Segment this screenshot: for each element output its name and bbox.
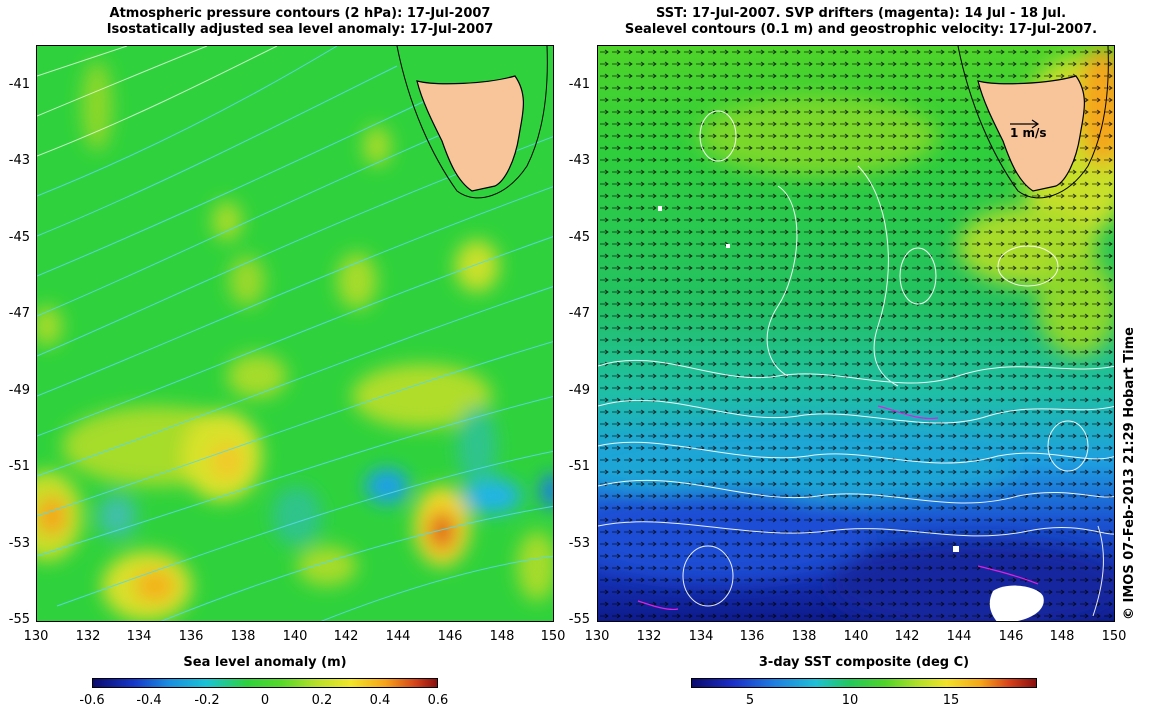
left-xtick-138: 138 [230,629,256,644]
right-ytick-41: -41 [568,77,590,92]
right-ytick-53: -53 [568,536,590,551]
left-ytick-45: -45 [8,230,30,245]
left-ytick-41: -41 [8,77,30,92]
right-ytick-43: -43 [568,153,590,168]
left-panel-title: Atmospheric pressure contours (2 hPa): 1… [40,6,560,38]
velocity-scale-arrow [1010,119,1040,129]
pressure-contours-light [37,46,278,157]
sla-cbar-tick-06: 0.6 [427,693,449,708]
left-ytick-47: -47 [8,306,30,321]
left-ytick-49: -49 [8,383,30,398]
right-ytick-47: -47 [568,306,590,321]
right-xtick-148: 148 [1049,629,1075,644]
right-ytick-51: -51 [568,459,590,474]
left-ytick-51: -51 [8,459,30,474]
left-xtick-148: 148 [489,629,515,644]
right-xtick-130: 130 [584,629,610,644]
left-xtick-142: 142 [333,629,359,644]
left-xtick-140: 140 [282,629,308,644]
sst-map-graphic [598,46,1114,621]
sst-cbar-tick-5: 5 [745,693,755,708]
right-title-line1: SST: 17-Jul-2007. SVP drifters (magenta)… [655,6,1067,21]
right-panel-title: SST: 17-Jul-2007. SVP drifters (magenta)… [596,6,1126,38]
right-xtick-146: 146 [998,629,1024,644]
sst-cbar-tick-10: 10 [841,693,859,708]
velocity-scale-label: 1 m/s [1010,126,1047,140]
left-ytick-53: -53 [8,536,30,551]
left-title-line1: Atmospheric pressure contours (2 hPa): 1… [109,6,491,21]
sea-level-anomaly-map [36,45,554,622]
right-ytick-55: -55 [568,612,590,627]
left-colorbar-title: Sea level anomaly (m) [183,655,347,670]
right-xtick-136: 136 [739,629,765,644]
sea-ice-or-missing-data [658,206,1044,621]
right-xtick-134: 134 [688,629,714,644]
pressure-contours [37,46,553,621]
right-title-line2: Sealevel contours (0.1 m) and geostrophi… [624,22,1098,37]
sla-colorbar [92,678,438,688]
right-xtick-132: 132 [636,629,662,644]
sst-cbar-tick-15: 15 [942,693,960,708]
tasmania-landmass [396,46,548,199]
right-xtick-150: 150 [1101,629,1127,644]
left-xtick-130: 130 [23,629,49,644]
sla-map-graphic [37,46,553,621]
sla-cbar-tick-02: 0.2 [311,693,333,708]
sst-colorbar [691,678,1037,688]
sla-cbar-tick-04: 0.4 [369,693,391,708]
sla-cbar-tick-m04: -0.4 [136,693,162,708]
left-xtick-146: 146 [437,629,463,644]
tasmania-landmass-sst [957,46,1109,199]
left-ytick-43: -43 [8,153,30,168]
sla-cbar-tick-0: 0 [260,693,270,708]
left-xtick-132: 132 [75,629,101,644]
right-ytick-49: -49 [568,383,590,398]
sla-cbar-tick-m02: -0.2 [194,693,220,708]
sea-level-contours [598,110,1114,617]
left-xtick-136: 136 [178,629,204,644]
sla-cbar-tick-m06: -0.6 [79,693,105,708]
sst-map [597,45,1115,622]
svp-drifter-tracks [637,405,1039,611]
right-xtick-140: 140 [843,629,869,644]
left-xtick-144: 144 [385,629,411,644]
sla-anomaly-field [37,61,553,621]
right-ytick-45: -45 [568,230,590,245]
left-ytick-55: -55 [8,612,30,627]
right-xtick-138: 138 [791,629,817,644]
right-colorbar-title: 3-day SST composite (deg C) [758,655,970,670]
left-title-line2: Isostatically adjusted sea level anomaly… [106,22,494,37]
left-xtick-134: 134 [126,629,152,644]
copyright-notice: © IMOS 07-Feb-2013 21:29 Hobart Time [1122,327,1137,620]
left-xtick-150: 150 [540,629,566,644]
right-xtick-142: 142 [894,629,920,644]
right-xtick-144: 144 [946,629,972,644]
